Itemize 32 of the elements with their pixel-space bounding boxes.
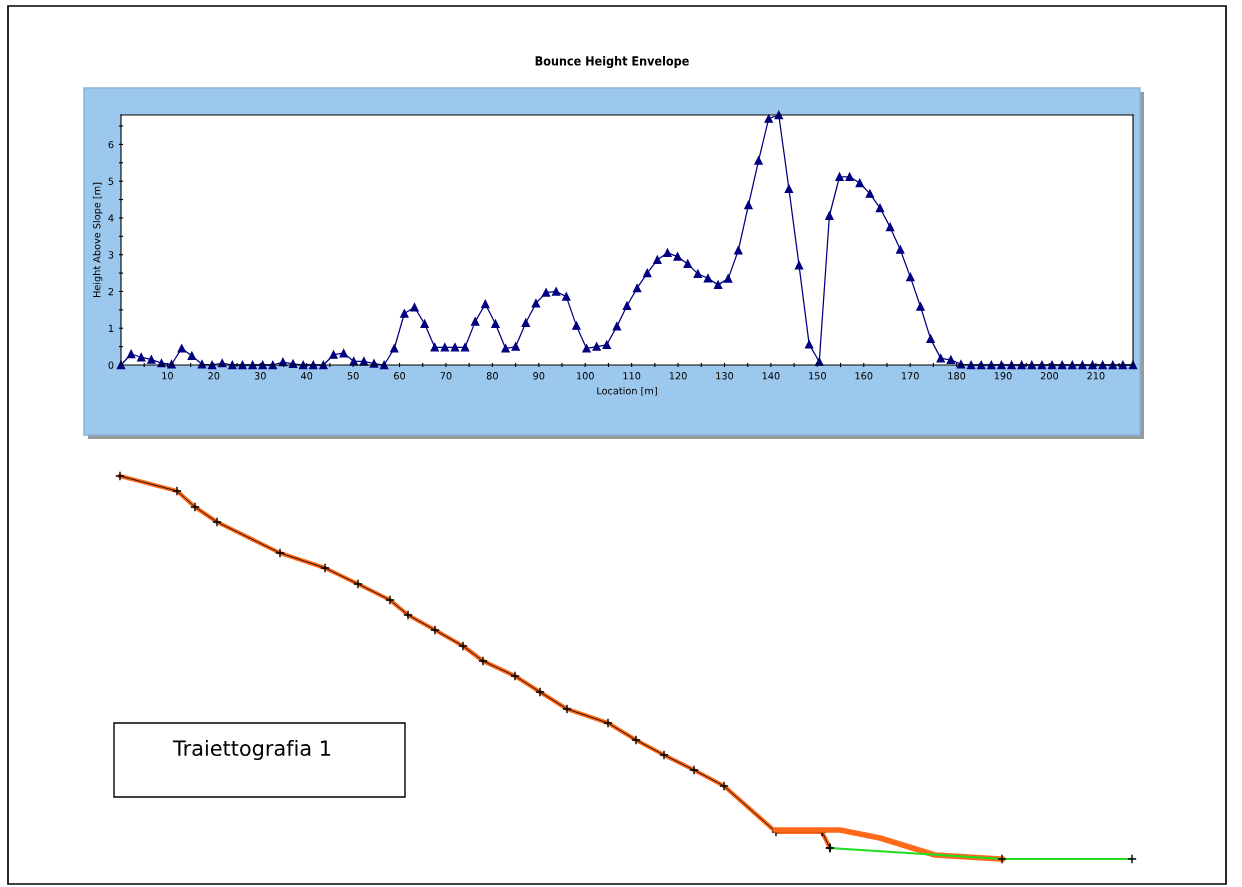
x-tick-label: 30 bbox=[254, 372, 266, 380]
x-tick-label: 90 bbox=[533, 372, 545, 380]
x-tick-label: 70 bbox=[440, 372, 452, 380]
y-tick-label: 1 bbox=[108, 324, 114, 332]
x-tick-label: 190 bbox=[994, 372, 1012, 380]
x-tick-label: 110 bbox=[623, 372, 641, 380]
chart-title: Bounce Height Envelope bbox=[535, 55, 689, 69]
text: Traiettografia 1 bbox=[172, 739, 331, 761]
x-tick-label: 210 bbox=[1087, 372, 1105, 380]
x-tick-label: 180 bbox=[948, 372, 966, 380]
x-tick-label: 80 bbox=[486, 372, 498, 380]
y-tick-label: 6 bbox=[108, 140, 114, 149]
x-tick-label: 140 bbox=[762, 372, 780, 380]
y-axis-title: Height Above Slope [m] bbox=[92, 182, 103, 298]
y-tick-label: 5 bbox=[108, 177, 114, 186]
x-tick-label: 10 bbox=[162, 372, 173, 380]
x-tick-label: 20 bbox=[208, 372, 220, 380]
y-tick-label: 4 bbox=[108, 214, 114, 222]
y-tick-label: 0 bbox=[108, 361, 114, 369]
x-tick-label: 100 bbox=[577, 372, 594, 380]
x-tick-label: 50 bbox=[347, 372, 359, 380]
x-tick-label: 130 bbox=[716, 372, 734, 380]
x-tick-label: 160 bbox=[855, 372, 873, 380]
x-tick-label: 120 bbox=[669, 372, 687, 380]
x-tick-label: 40 bbox=[300, 372, 313, 380]
x-tick-label: 60 bbox=[394, 372, 406, 380]
y-tick-label: 2 bbox=[108, 287, 114, 296]
x-tick-label: 170 bbox=[901, 372, 919, 380]
x-axis-title: Location [m] bbox=[597, 386, 657, 396]
x-tick-label: 150 bbox=[809, 372, 826, 380]
x-tick-label: 200 bbox=[1040, 372, 1059, 380]
y-tick-label: 3 bbox=[108, 251, 114, 259]
